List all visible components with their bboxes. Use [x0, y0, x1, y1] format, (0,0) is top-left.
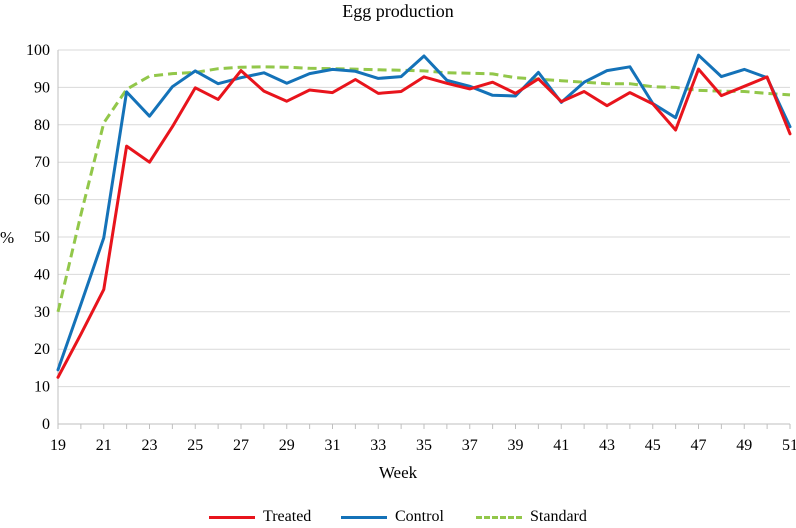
legend-label-control: Control — [395, 508, 444, 525]
x-tick-label: 43 — [599, 437, 615, 454]
legend: Treated Control Standard — [0, 508, 796, 528]
x-tick-label: 25 — [187, 437, 203, 454]
x-tick-label: 29 — [279, 437, 295, 454]
legend-label-treated: Treated — [263, 508, 312, 525]
legend-item-standard: Standard — [476, 508, 587, 526]
x-tick-label: 33 — [370, 437, 386, 454]
y-tick-label: 10 — [34, 379, 50, 396]
y-tick-label: 40 — [34, 266, 50, 283]
legend-swatch-control — [341, 515, 387, 519]
chart-title: Egg production — [342, 1, 454, 21]
x-axis-label: Week — [378, 463, 418, 482]
y-tick-label: 30 — [34, 304, 50, 321]
series-line-control — [56, 53, 792, 372]
x-tick-label: 23 — [142, 437, 158, 454]
x-tick-label: 49 — [736, 437, 752, 454]
legend-label-standard: Standard — [530, 508, 587, 525]
legend-swatch-treated — [209, 515, 255, 519]
x-tick-label: 31 — [325, 437, 341, 454]
y-tick-label: 0 — [42, 416, 50, 433]
x-tick-label: 39 — [508, 437, 524, 454]
y-tick-label: 80 — [34, 117, 50, 134]
axis-layer: 0 10 20 30 40 50 60 70 80 90 100 19 21 23 25 27 29 31 33 35… — [26, 42, 796, 454]
x-tick-label: 27 — [233, 437, 249, 454]
legend-swatch-standard — [476, 515, 522, 519]
y-tick-label: 100 — [26, 42, 50, 59]
x-tick-label: 51 — [782, 437, 796, 454]
x-tick-label: 45 — [645, 437, 661, 454]
x-tick-label: 47 — [691, 437, 707, 454]
x-tick-label: 21 — [96, 437, 112, 454]
y-tick-label: 90 — [34, 79, 50, 96]
legend-item-control: Control — [341, 508, 444, 526]
series-line-treated — [56, 67, 792, 379]
y-tick-label: 50 — [34, 229, 50, 246]
series-layer — [56, 53, 792, 379]
x-tick-label: 37 — [462, 437, 478, 454]
y-tick-label: 60 — [34, 192, 50, 209]
x-tick-label: 19 — [50, 437, 66, 454]
series-line-standard — [56, 65, 791, 313]
y-axis-label: % — [0, 228, 15, 247]
legend-item-treated: Treated — [209, 508, 311, 526]
x-tick-label: 35 — [416, 437, 432, 454]
y-tick-label: 70 — [34, 154, 50, 171]
x-tick-label: 41 — [553, 437, 569, 454]
y-tick-label: 20 — [34, 341, 50, 358]
